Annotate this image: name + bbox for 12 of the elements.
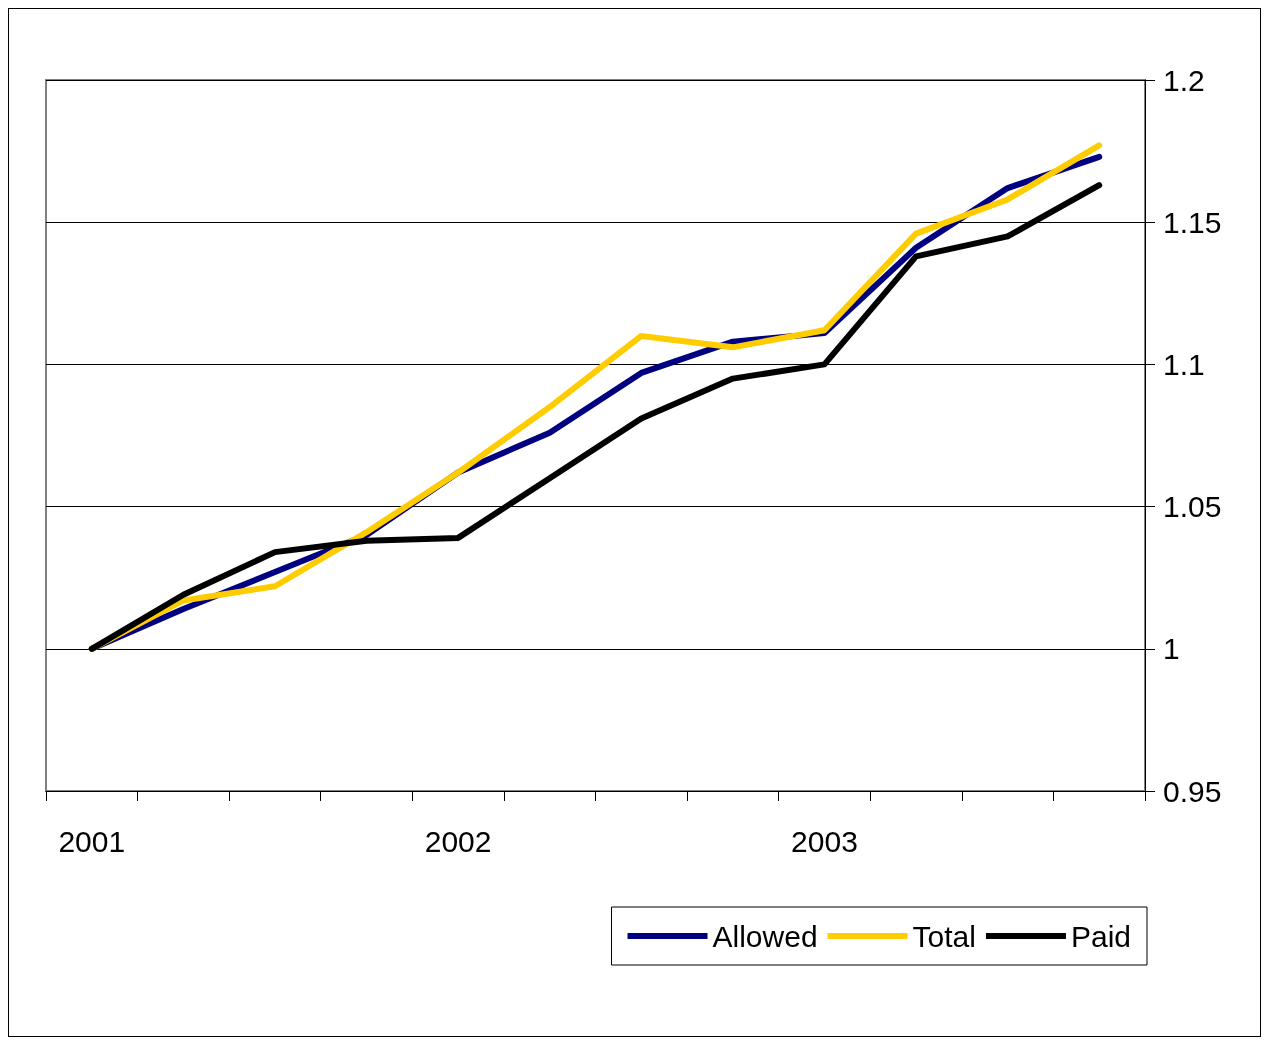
y-tick-label: 1.1 — [1163, 347, 1205, 381]
y-tick-label: 0.95 — [1163, 774, 1222, 808]
legend-label: Allowed — [712, 919, 818, 953]
x-tick-label: 2002 — [424, 824, 492, 858]
y-tick-label: 1.05 — [1163, 490, 1222, 524]
legend-label: Total — [912, 919, 976, 953]
legend-label: Paid — [1070, 919, 1131, 953]
y-tick-label: 1 — [1163, 632, 1180, 666]
y-tick-label: 1.15 — [1163, 205, 1222, 239]
y-tick-label: 1.2 — [1163, 63, 1205, 97]
x-tick-label: 2003 — [791, 824, 858, 858]
x-tick-label: 2001 — [58, 824, 126, 858]
